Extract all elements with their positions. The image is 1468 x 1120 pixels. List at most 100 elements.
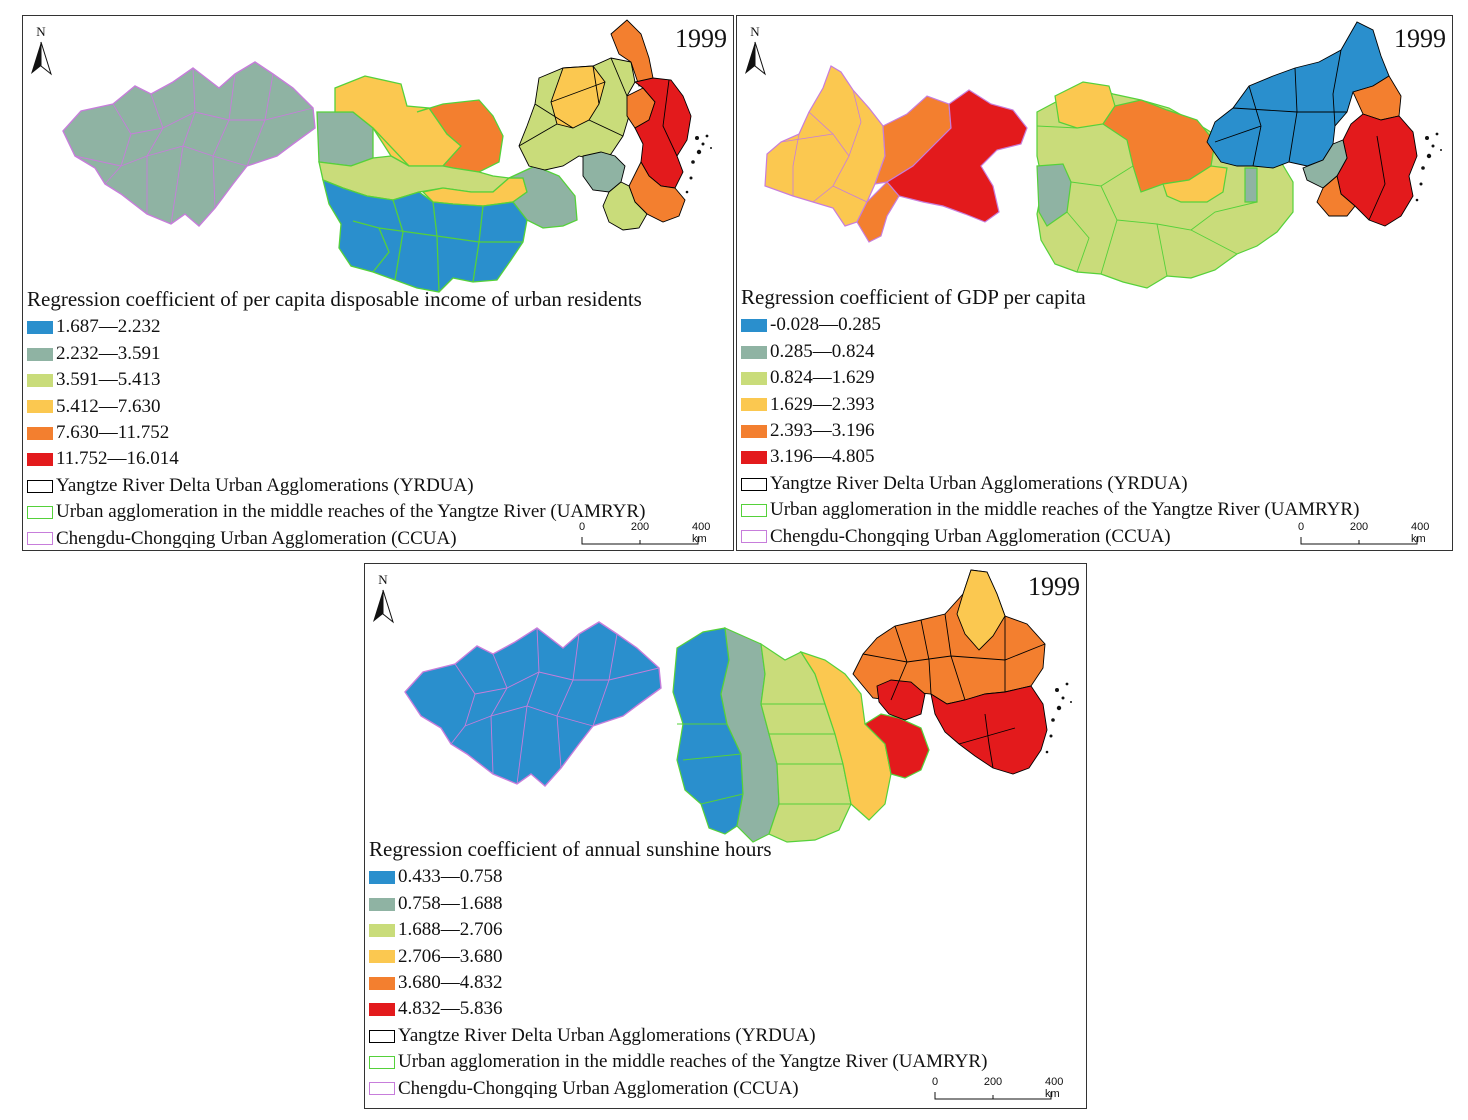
scale-tick-label: 400 km [692,521,711,545]
legend-label: 2.393—3.196 [770,420,875,442]
legend-label: 0.433—0.758 [398,866,503,888]
legend-swatch [27,347,53,361]
legend-boundary-uamryr: Urban agglomeration in the middle reache… [369,1049,987,1075]
legend-item: 0.433—0.758 [369,864,987,890]
north-arrow-icon [745,41,766,76]
ccua-internal-borders [450,627,660,785]
legend-item: 5.412—7.630 [27,394,645,420]
legend-swatch [369,871,395,885]
region-yrdua-yellow [956,569,1006,651]
legend-swatch [741,451,767,465]
yrdua-regions [518,19,692,231]
legend-swatch [369,976,395,990]
legend-item: 2.706—3.680 [369,944,987,970]
legend-label: 11.752—16.014 [56,448,179,470]
legend-swatch [741,371,767,385]
legend-boundary-yrdua: Yangtze River Delta Urban Agglomerations… [741,471,1359,497]
ccua-internal-borders [74,67,314,225]
region-uamryr-yellow [799,650,892,821]
legend-label: Chengdu-Chongqing Urban Agglomeration (C… [398,1077,799,1099]
legend-label: 5.412—7.630 [56,395,161,417]
legend-title: Regression coefficient of annual sunshin… [369,837,772,861]
region-yrdua-red-w [876,679,926,721]
region-uamryr-sliver [1244,167,1258,203]
legend-label: 2.706—3.680 [398,945,503,967]
scale-bar-line [934,1092,1052,1100]
legend-label: Chengdu-Chongqing Urban Agglomeration (C… [770,525,1171,547]
north-arrow: N [740,24,770,76]
legend-boundary-ccua: Chengdu-Chongqing Urban Agglomeration (C… [27,526,645,552]
legend-swatch [27,479,53,493]
legend-label: Yangtze River Delta Urban Agglomerations… [56,474,474,496]
legend-item: 3.680—4.832 [369,970,987,996]
region-ccua-e [886,89,1028,223]
legend-item: 1.687—2.232 [27,314,645,340]
legend-item: 11.752—16.014 [27,446,645,472]
legend-item: 3.196—4.805 [741,444,1359,470]
legend-swatch [741,530,767,544]
legend-item: -0.028—0.285 [741,312,1359,338]
legend: Regression coefficient of annual sunshin… [369,836,987,1102]
legend-label: 0.285—0.824 [770,340,875,362]
legend-label: Yangtze River Delta Urban Agglomerations… [398,1024,816,1046]
legend-item: 3.591—5.413 [27,367,645,393]
legend-swatch [741,424,767,438]
map-panel-income: N 1999 Regression coefficient of per cap… [22,15,734,551]
legend-item: 2.232—3.591 [27,341,645,367]
region-ccua-w [764,65,886,227]
region-yrdua-red-e [930,685,1048,775]
legend-label: 4.832—5.836 [398,998,503,1020]
legend-label: Chengdu-Chongqing Urban Agglomeration (C… [56,527,457,549]
legend-item: 1.688—2.706 [369,917,987,943]
north-label: N [378,572,388,587]
map-sunshine [404,569,1072,843]
legend-swatch [741,477,767,491]
legend-item: 0.824—1.629 [741,365,1359,391]
map-panel-sunshine: N 1999 Regression coefficient of annual … [364,563,1087,1109]
legend-label: 2.232—3.591 [56,342,161,364]
legend-item: 2.393—3.196 [741,418,1359,444]
legend-label: Urban agglomeration in the middle reache… [56,501,646,523]
legend: Regression coefficient of GDP per capita… [741,284,1359,550]
year-label: 1999 [675,24,727,53]
yrdua-regions [1206,21,1418,227]
legend-swatch [369,897,395,911]
scale-bar: 0 200 400 km [578,521,728,551]
legend-swatch [369,923,395,937]
legend-swatch [369,1082,395,1096]
legend-label: 3.196—4.805 [770,446,875,468]
legend-label: 1.629—2.393 [770,393,875,415]
legend-boundary-uamryr: Urban agglomeration in the middle reache… [741,497,1359,523]
legend-label: 0.758—1.688 [398,892,503,914]
legend-item: 0.285—0.824 [741,339,1359,365]
region-yrdua-sorange [1316,175,1356,217]
scale-tick-label: 400 km [1411,521,1430,545]
scale-tick-label: 0 [578,521,586,533]
legend-title: Regression coefficient of per capita dis… [27,287,642,311]
legend-label: -0.028—0.285 [770,314,881,336]
legend-swatch [27,532,53,546]
north-arrow: N [26,24,56,76]
scale-tick-label: 0 [931,1076,939,1088]
coastal-islands [1415,132,1442,202]
scale-bar-line [1300,537,1418,545]
legend-swatch [741,345,767,359]
region-yrdua-s [602,181,648,231]
scale-bar: 0 200 400 km [931,1076,1081,1106]
uamryr-regions [1036,81,1294,289]
uamryr-regions [316,75,578,293]
north-arrow: N [368,572,398,624]
north-label: N [750,24,760,39]
legend-swatch [741,398,767,412]
region-uamryr-e [1162,165,1228,203]
north-label: N [36,24,46,39]
scale-tick-label: 400 km [1045,1076,1064,1100]
legend-boundary-uamryr: Urban agglomeration in the middle reache… [27,499,645,525]
legend-swatch [27,453,53,467]
map-panel-gdp: N 1999 Regression coefficient of GDP per… [736,15,1453,551]
legend-label: Urban agglomeration in the middle reache… [770,499,1360,521]
legend-label: 1.687—2.232 [56,316,161,338]
uamryr-regions [672,627,930,843]
legend-swatch [27,321,53,335]
scale-bar-line [581,537,699,545]
